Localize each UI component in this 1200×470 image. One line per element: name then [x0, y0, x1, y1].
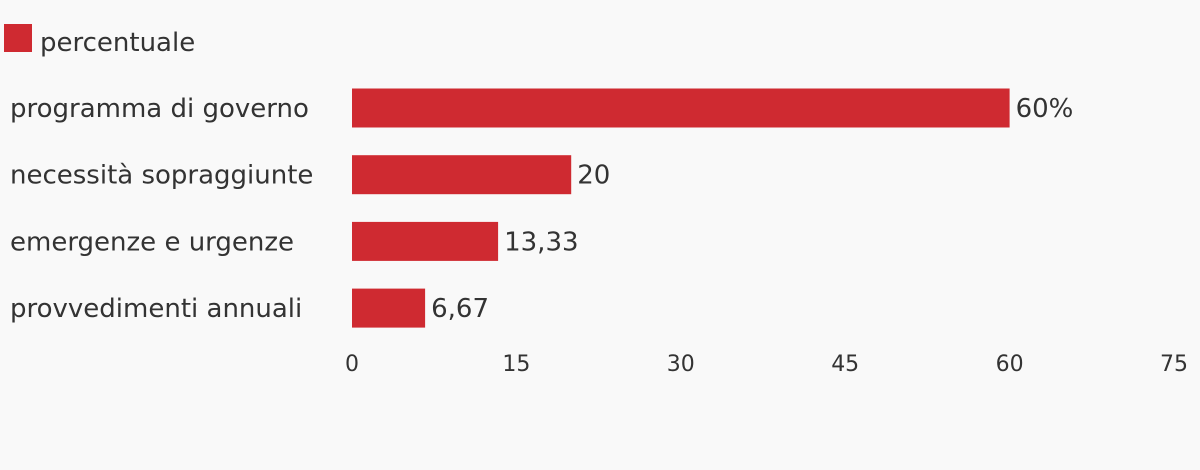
value-label: 60%	[1016, 94, 1074, 124]
value-label: 20	[577, 161, 610, 191]
bar	[352, 155, 572, 195]
category-label: emergenze e urgenze	[10, 227, 294, 257]
x-axis-ticks: 0 15 30 45 60 75	[345, 352, 1188, 377]
x-tick-label: 30	[667, 352, 695, 377]
legend: percentuale	[4, 24, 195, 58]
value-label: 6,67	[431, 294, 489, 324]
bar	[352, 88, 1010, 128]
legend-label: percentuale	[40, 28, 195, 58]
category-labels: programma di governo necessità sopraggiun…	[10, 94, 313, 324]
bar	[352, 288, 426, 328]
bar	[352, 221, 499, 261]
x-tick-label: 60	[996, 352, 1024, 377]
x-tick-label: 0	[345, 352, 359, 377]
category-label: programma di governo	[10, 94, 309, 124]
value-label: 13,33	[504, 227, 578, 257]
bars	[352, 88, 1010, 328]
legend-swatch	[4, 24, 32, 52]
value-labels: 60% 20 13,33 6,67	[431, 94, 1073, 324]
category-label: necessità sopraggiunte	[10, 161, 313, 191]
category-label: provvedimenti annuali	[10, 294, 302, 324]
x-tick-label: 15	[502, 352, 530, 377]
x-tick-label: 45	[831, 352, 859, 377]
x-tick-label: 75	[1160, 352, 1188, 377]
